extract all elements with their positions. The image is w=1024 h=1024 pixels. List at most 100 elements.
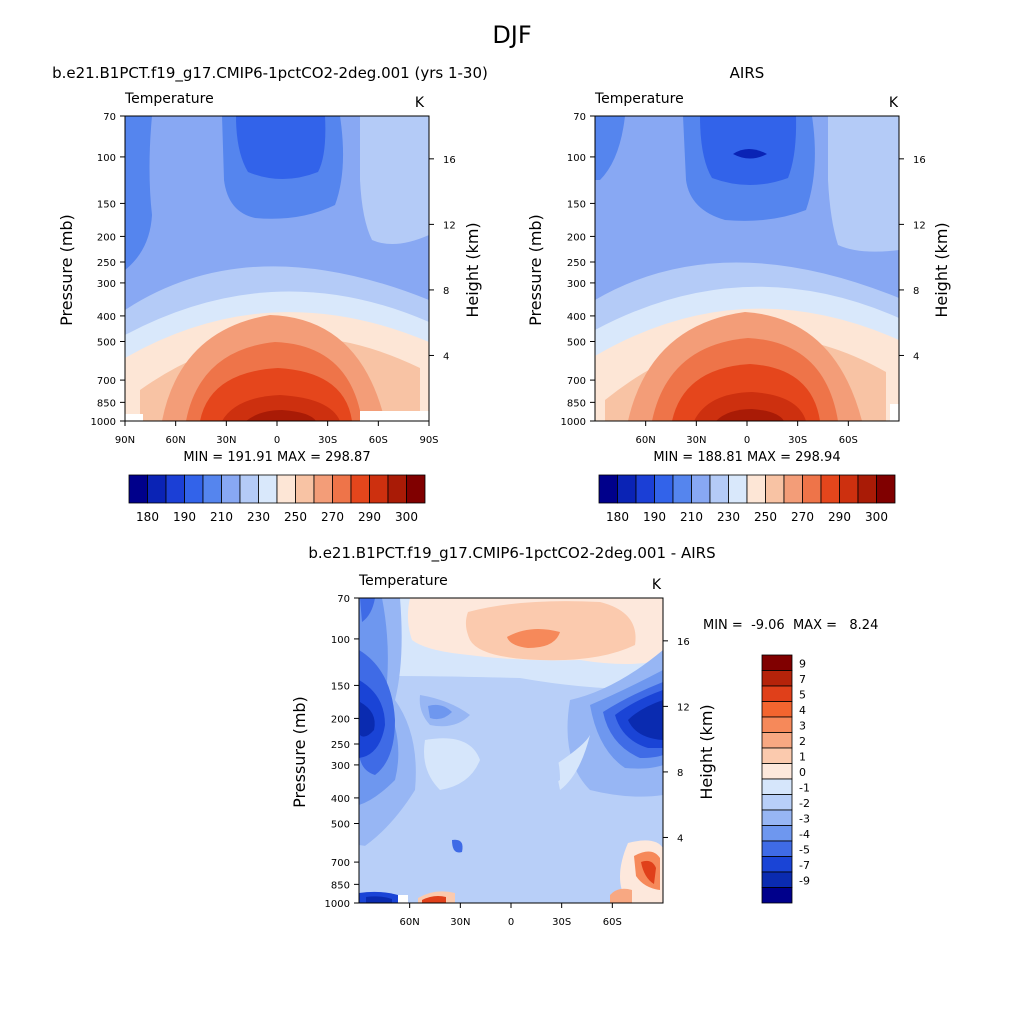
colorbar-swatch <box>709 474 729 504</box>
contour-band <box>360 116 429 244</box>
missing-data <box>890 404 899 421</box>
y-axis-height: 16 12 8 4 <box>429 155 456 362</box>
colorbar-swatch <box>147 474 167 504</box>
contour-band <box>360 598 375 622</box>
y-tick-label: 700 <box>331 858 350 869</box>
contour-band <box>246 410 316 421</box>
missing-data <box>125 414 143 421</box>
colorbar-label: 230 <box>247 510 270 524</box>
colorbar-label: 270 <box>321 510 344 524</box>
colorbar-swatch <box>313 474 333 504</box>
colorbar-swatch <box>876 474 896 504</box>
x-tick-label: 0 <box>274 435 280 446</box>
colorbar-swatch <box>598 474 618 504</box>
colorbar-label: 9 <box>799 658 806 671</box>
panel-title: b.e21.B1PCT.f19_g17.CMIP6-1pctCO2-2deg.0… <box>52 64 488 83</box>
colorbar-swatch <box>746 474 766 504</box>
colorbar-swatch <box>672 474 692 504</box>
x-tick-label: 60N <box>636 435 656 446</box>
colorbar-swatch <box>761 809 793 826</box>
colorbar-swatch <box>654 474 674 504</box>
colorbar-swatch <box>128 474 148 504</box>
contour-field <box>359 598 663 903</box>
colorbar-swatch <box>765 474 785 504</box>
x-axis-latitude: 60N 30N 0 30S 60S <box>636 421 858 446</box>
colorbar-label: 210 <box>680 510 703 524</box>
colorbar: 9 7 5 4 3 2 1 0 -1 -2 -3 -4 -5 -7 -9 <box>761 654 810 904</box>
x-tick-label: 30S <box>318 435 337 446</box>
panel-model: b.e21.B1PCT.f19_g17.CMIP6-1pctCO2-2deg.0… <box>52 64 488 524</box>
x-tick-label: 60N <box>166 435 186 446</box>
y-axis-right-title: Height (km) <box>697 704 716 799</box>
colorbar-label: 270 <box>791 510 814 524</box>
y-tick-label: 250 <box>97 258 116 269</box>
height-tick-label: 8 <box>443 286 449 297</box>
colorbar-label: 7 <box>799 673 806 686</box>
y-tick-label: 150 <box>97 199 116 210</box>
y-axis-pressure: 70 100 150 200 250 300 400 500 700 850 1000 <box>561 112 595 428</box>
colorbar-label: 300 <box>395 510 418 524</box>
colorbar-swatch <box>276 474 296 504</box>
colorbar-label: 290 <box>358 510 381 524</box>
x-tick-label: 90N <box>115 435 135 446</box>
colorbar-label: 3 <box>799 720 806 733</box>
colorbar-swatch <box>761 654 793 671</box>
colorbar-swatch <box>761 685 793 702</box>
panel-difference: b.e21.B1PCT.f19_g17.CMIP6-1pctCO2-2deg.0… <box>290 544 878 928</box>
height-tick-label: 12 <box>677 702 690 713</box>
colorbar-label: -2 <box>799 797 810 810</box>
colorbar-label: 190 <box>173 510 196 524</box>
figure-title: DJF <box>492 21 531 49</box>
x-axis-latitude: 90N 60N 30N 0 30S 60S 90S <box>115 421 439 446</box>
colorbar-label: 180 <box>136 510 159 524</box>
colorbar-label: -7 <box>799 859 810 872</box>
colorbar-label: 210 <box>210 510 233 524</box>
colorbar-swatch <box>617 474 637 504</box>
colorbar-swatch <box>761 732 793 749</box>
colorbar-swatch <box>258 474 278 504</box>
y-tick-label: 500 <box>97 338 116 349</box>
colorbar-swatch <box>761 856 793 873</box>
y-tick-label: 200 <box>331 714 350 725</box>
height-tick-label: 12 <box>443 220 456 231</box>
x-tick-label: 90S <box>419 435 438 446</box>
y-tick-label: 1000 <box>561 417 586 428</box>
y-tick-label: 300 <box>331 761 350 772</box>
colorbar-label: 230 <box>717 510 740 524</box>
contour-band <box>222 395 340 421</box>
y-tick-label: 1000 <box>325 899 350 910</box>
colorbar-label: -5 <box>799 844 810 857</box>
contour-band <box>452 839 463 853</box>
missing-data <box>360 411 429 421</box>
y-axis-pressure: 70 100 150 200 250 300 400 500 700 850 1000 <box>325 594 359 910</box>
colorbar-label: -3 <box>799 813 810 826</box>
y-tick-label: 400 <box>567 312 586 323</box>
contour-band <box>628 700 663 740</box>
colorbar-label: 180 <box>606 510 629 524</box>
min-max-stats: MIN = 188.81 MAX = 298.94 <box>653 450 840 465</box>
colorbar-label: 300 <box>865 510 888 524</box>
colorbar-swatch <box>761 670 793 687</box>
colorbar-label: -1 <box>799 782 810 795</box>
colorbar-swatch <box>202 474 222 504</box>
height-tick-label: 16 <box>913 155 926 166</box>
y-tick-label: 250 <box>331 740 350 751</box>
panel-title: AIRS <box>730 64 765 82</box>
x-tick-label: 60S <box>603 917 622 928</box>
colorbar-label: 4 <box>799 704 806 717</box>
contour-band <box>125 116 152 270</box>
colorbar-swatch <box>184 474 204 504</box>
contour-band <box>422 896 446 903</box>
colorbar-label: -9 <box>799 875 810 888</box>
y-axis-title: Pressure (mb) <box>57 214 76 326</box>
height-tick-label: 4 <box>913 351 919 362</box>
colorbar-swatch <box>761 825 793 842</box>
variable-label: Temperature <box>594 91 684 107</box>
y-axis-height: 16 12 8 4 <box>899 155 926 362</box>
contour-band <box>500 720 560 790</box>
colorbar-swatch <box>239 474 259 504</box>
contour-band <box>610 888 632 903</box>
colorbar-swatch <box>761 871 793 888</box>
colorbar-swatch <box>221 474 241 504</box>
units-label: K <box>415 95 425 111</box>
